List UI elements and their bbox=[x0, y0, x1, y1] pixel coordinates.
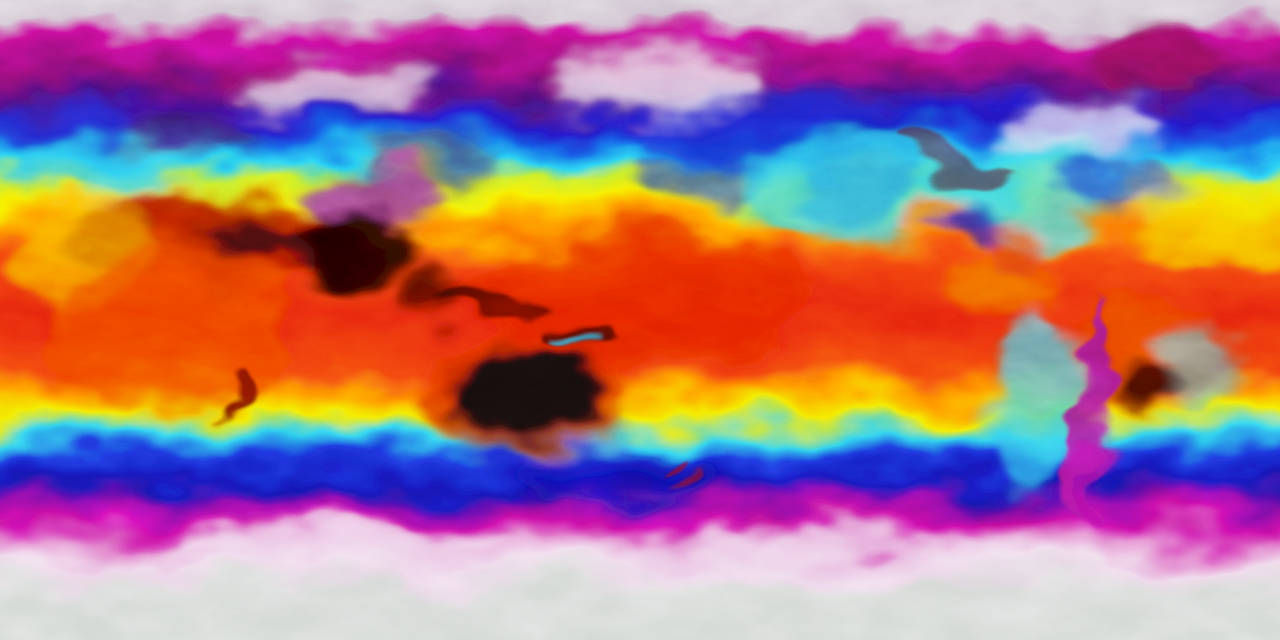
temperature-field-svg bbox=[0, 0, 1280, 640]
global-temperature-map bbox=[0, 0, 1280, 640]
turbulence-texture bbox=[0, 0, 1280, 640]
